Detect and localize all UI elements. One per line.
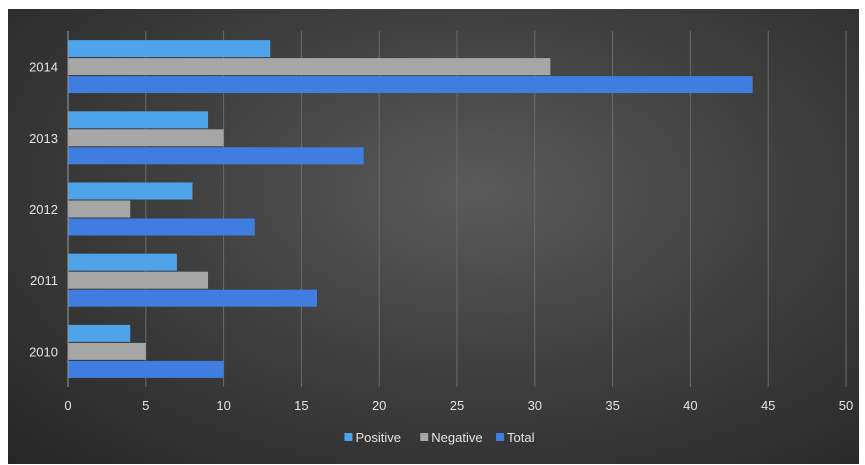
x-tick-label: 50 [839, 398, 853, 413]
bar-positive-2014 [68, 40, 271, 58]
bar-positive-2012 [68, 182, 193, 200]
legend-label-total: Total [507, 430, 535, 445]
bar-negative-2013 [68, 129, 224, 147]
bars [68, 40, 753, 378]
y-tick-label: 2010 [29, 344, 58, 359]
x-tick-label: 25 [450, 398, 464, 413]
bar-total-2013 [68, 147, 364, 165]
x-tick-label: 45 [761, 398, 775, 413]
bar-total-2010 [68, 360, 224, 378]
bar-total-2014 [68, 76, 753, 94]
x-tick-label: 35 [605, 398, 619, 413]
bar-positive-2011 [68, 253, 177, 271]
y-tick-label: 2011 [30, 273, 58, 288]
bar-positive-2010 [68, 324, 131, 342]
bar-negative-2012 [68, 200, 131, 218]
y-tick-labels: 2010 2011 2012 2013 2014 [29, 60, 58, 360]
y-tick-label: 2012 [29, 202, 58, 217]
legend-label-positive: Positive [355, 430, 401, 445]
legend: Positive Negative Total [344, 430, 535, 445]
y-tick-label: 2013 [29, 131, 58, 146]
bar-negative-2010 [68, 342, 146, 360]
x-tick-label: 0 [64, 398, 71, 413]
bar-positive-2013 [68, 111, 209, 129]
bar-negative-2011 [68, 271, 209, 289]
bar-negative-2014 [68, 58, 551, 76]
chart-area: 2010 2011 2012 2013 2014 0 5 10 15 20 25 30 35 40 45 5… [8, 9, 859, 464]
x-tick-label: 30 [528, 398, 542, 413]
x-tick-label: 40 [683, 398, 697, 413]
x-tick-label: 20 [372, 398, 386, 413]
legend-swatch-positive [344, 433, 353, 441]
x-tick-labels: 0 5 10 15 20 25 30 35 40 45 50 [64, 398, 853, 413]
bar-total-2011 [68, 289, 317, 307]
legend-label-negative: Negative [431, 430, 482, 445]
legend-swatch-total [496, 433, 505, 441]
bar-chart: 2010 2011 2012 2013 2014 0 5 10 15 20 25 30 35 40 45 5… [29, 31, 853, 445]
x-tick-label: 5 [142, 398, 149, 413]
x-tick-label: 10 [216, 398, 230, 413]
bar-total-2012 [68, 218, 255, 236]
x-tick-label: 15 [294, 398, 308, 413]
legend-swatch-negative [420, 433, 429, 441]
y-tick-label: 2014 [29, 60, 58, 75]
